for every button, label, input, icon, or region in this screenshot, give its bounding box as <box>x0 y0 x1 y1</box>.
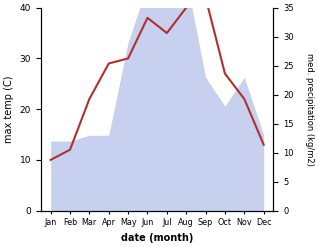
Y-axis label: max temp (C): max temp (C) <box>4 75 14 143</box>
X-axis label: date (month): date (month) <box>121 233 193 243</box>
Y-axis label: med. precipitation (kg/m2): med. precipitation (kg/m2) <box>305 53 314 165</box>
